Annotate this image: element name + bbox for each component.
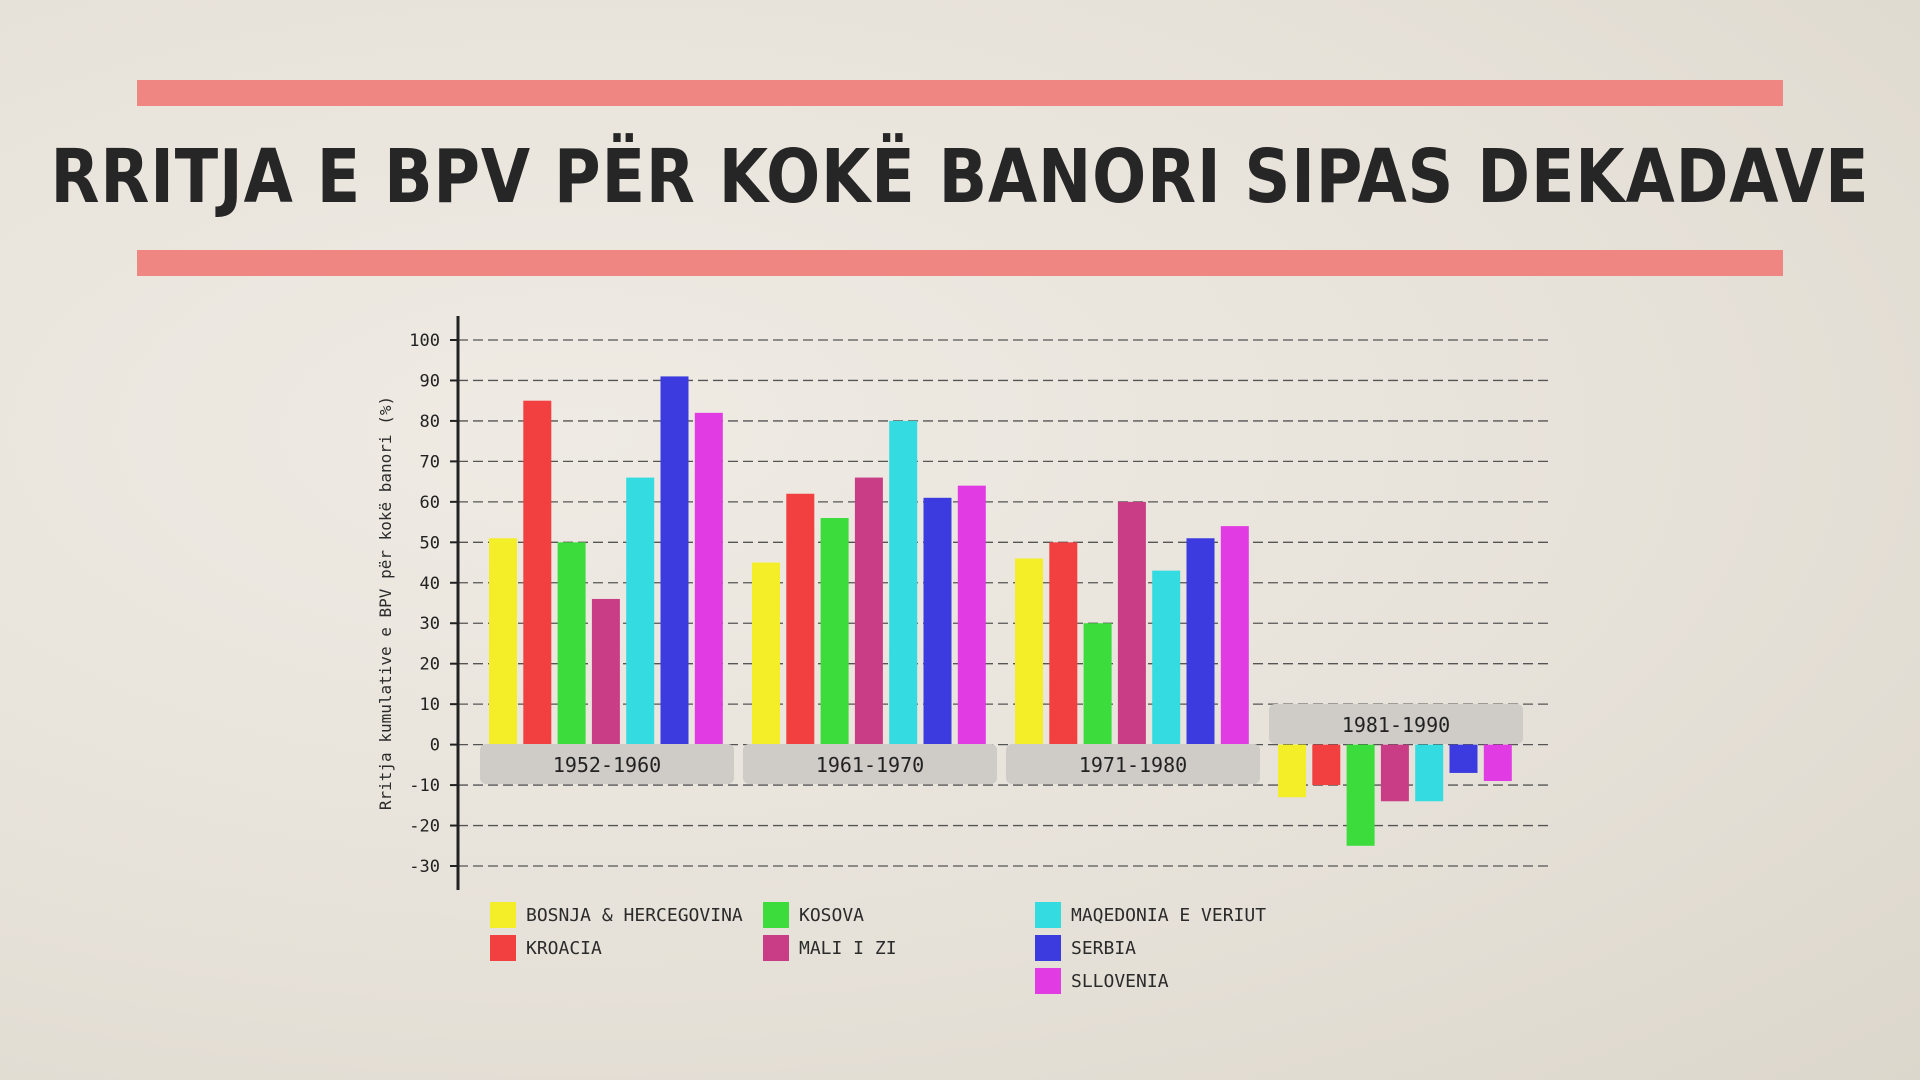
y-tick-label: 0 (430, 736, 440, 756)
bar (694, 412, 723, 745)
legend-item: SERBIA (1035, 935, 1136, 961)
bar (1152, 570, 1181, 745)
legend-item: KOSOVA (763, 902, 864, 928)
bar (1117, 501, 1146, 745)
legend-label: KROACIA (526, 937, 602, 959)
y-tick-label: 60 (420, 493, 440, 513)
bar (660, 376, 689, 745)
category-label: 1961-1970 (816, 753, 924, 777)
y-tick-label: 90 (420, 371, 440, 391)
bar (1380, 744, 1409, 802)
bar (1312, 744, 1341, 786)
bar (752, 562, 780, 745)
y-tick-label: -10 (409, 776, 440, 796)
y-tick-label: -20 (409, 817, 440, 837)
bar (1049, 542, 1078, 745)
category-label: 1952-1960 (553, 753, 661, 777)
chart-legend: BOSNJA & HERCEGOVINA KROACIA KOSOVA MALI I … (490, 902, 1390, 1012)
bar (889, 420, 918, 745)
category-label: 1981-1990 (1342, 713, 1450, 737)
bar (1278, 744, 1306, 798)
y-axis-label: Rritja kumulative e BPV për kokë banori … (376, 396, 395, 810)
bar (557, 542, 586, 745)
legend-swatch (1035, 968, 1061, 994)
bar (923, 497, 952, 745)
title-stripe-top (137, 80, 1783, 106)
y-tick-label: 10 (420, 695, 440, 715)
legend-label: KOSOVA (799, 904, 865, 926)
legend-label: MALI I ZI (799, 937, 897, 959)
legend-item: SLLOVENIA (1035, 968, 1169, 994)
bar (1415, 744, 1444, 802)
bar (786, 493, 815, 745)
bar (489, 538, 517, 745)
legend-label: SERBIA (1071, 937, 1137, 959)
legend-swatch (490, 935, 516, 961)
category-label-box (1006, 744, 1260, 784)
bar (1083, 623, 1112, 745)
y-tick-label: 40 (420, 574, 440, 594)
legend-item: BOSNJA & HERCEGOVINA (490, 902, 743, 928)
bar (1449, 744, 1478, 773)
y-tick-label: 20 (420, 655, 440, 675)
y-tick-label: 70 (420, 452, 440, 472)
bar (626, 477, 655, 745)
legend-swatch (763, 902, 789, 928)
legend-swatch (1035, 935, 1061, 961)
legend-swatch (763, 935, 789, 961)
chart-title: RRITJA E BPV PËR KOKË BANORI SIPAS DEKAD… (50, 134, 1870, 220)
category-label-box (743, 744, 997, 784)
category-label-box (1269, 704, 1523, 744)
legend-swatch (1035, 902, 1061, 928)
bar (854, 477, 883, 745)
legend-item: MALI I ZI (763, 935, 897, 961)
y-tick-label: 100 (409, 331, 440, 351)
bar (1186, 538, 1215, 745)
legend-label: SLLOVENIA (1071, 970, 1169, 992)
bar (591, 598, 620, 745)
bar (957, 485, 986, 745)
legend-label: MAQEDONIA E VERIUT (1071, 904, 1267, 926)
bar (1220, 526, 1249, 745)
y-tick-label: 80 (420, 412, 440, 432)
y-tick-label: -30 (409, 857, 440, 877)
category-label-box (480, 744, 734, 784)
legend-item: MAQEDONIA E VERIUT (1035, 902, 1266, 928)
legend-item: KROACIA (490, 935, 602, 961)
y-tick-label: 30 (420, 614, 440, 634)
title-stripe-bottom (137, 250, 1783, 276)
legend-swatch (490, 902, 516, 928)
bar (1346, 744, 1375, 846)
bar (820, 518, 849, 745)
y-tick-label: 50 (420, 533, 440, 553)
bar (523, 400, 552, 745)
category-label: 1971-1980 (1079, 753, 1187, 777)
bar (1015, 558, 1043, 745)
bar (1483, 744, 1512, 782)
legend-label: BOSNJA & HERCEGOVINA (526, 904, 743, 926)
